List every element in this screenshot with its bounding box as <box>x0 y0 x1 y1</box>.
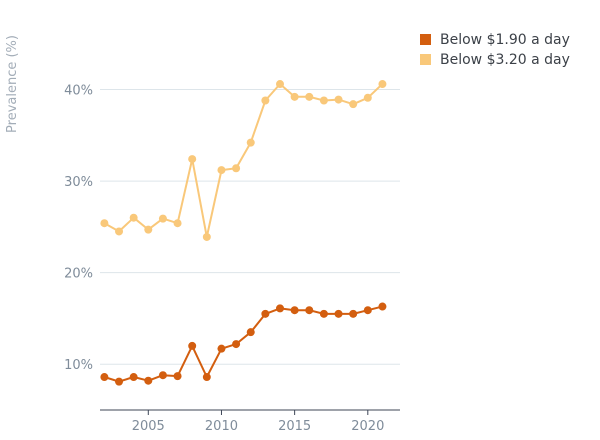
legend-swatch <box>420 54 431 65</box>
data-point[interactable] <box>290 306 299 315</box>
series-group <box>100 80 387 386</box>
data-point[interactable] <box>378 302 387 311</box>
y-tick-label: 30% <box>64 175 93 190</box>
data-point[interactable] <box>276 80 284 89</box>
series-line <box>103 83 384 238</box>
legend-swatch <box>420 34 431 45</box>
data-point[interactable] <box>188 155 197 164</box>
series-line <box>104 305 383 383</box>
x-tick-label: 2010 <box>205 419 238 434</box>
data-point[interactable] <box>100 373 109 382</box>
data-point[interactable] <box>305 92 314 101</box>
data-point[interactable] <box>363 306 372 315</box>
data-point[interactable] <box>115 227 124 236</box>
data-point[interactable] <box>246 138 255 147</box>
data-point[interactable] <box>115 377 124 386</box>
legend-label[interactable]: Below $1.90 a day <box>440 32 570 48</box>
x-tick-label: 2015 <box>278 419 311 434</box>
legend-label[interactable]: Below $3.20 a day <box>440 52 570 68</box>
data-point[interactable] <box>319 96 328 105</box>
data-point[interactable] <box>144 225 153 234</box>
y-axis-title: Prevalence (%) <box>5 35 20 133</box>
grid-lines <box>100 89 400 365</box>
tick-labels: 10% 20% 30% 40% 2005 2010 2015 2020 <box>64 84 384 434</box>
data-point[interactable] <box>202 232 211 241</box>
data-point[interactable] <box>217 344 226 353</box>
series-0 <box>100 302 387 386</box>
x-tick-label: 2005 <box>132 419 165 434</box>
data-point[interactable] <box>100 219 109 228</box>
data-point[interactable] <box>217 166 226 175</box>
data-point[interactable] <box>232 340 241 349</box>
data-point[interactable] <box>202 373 211 382</box>
data-point[interactable] <box>232 164 241 173</box>
y-tick-label: 20% <box>64 267 93 282</box>
data-point[interactable] <box>246 328 255 337</box>
data-point[interactable] <box>261 96 270 105</box>
data-point[interactable] <box>290 92 299 101</box>
data-point[interactable] <box>349 100 358 109</box>
data-point[interactable] <box>188 341 197 350</box>
data-point[interactable] <box>305 306 314 315</box>
series-1 <box>100 80 387 241</box>
x-tick-label: 2020 <box>351 419 384 434</box>
data-point[interactable] <box>319 309 328 318</box>
data-point[interactable] <box>261 309 270 318</box>
data-point[interactable] <box>129 213 138 222</box>
data-point[interactable] <box>363 93 372 102</box>
data-point[interactable] <box>129 373 138 382</box>
data-point[interactable] <box>158 371 167 380</box>
data-point[interactable] <box>334 309 343 318</box>
data-point[interactable] <box>173 219 182 228</box>
data-point[interactable] <box>334 95 343 104</box>
x-axis <box>100 409 400 415</box>
data-point[interactable] <box>158 214 167 223</box>
data-point[interactable] <box>378 80 387 89</box>
y-tick-label: 40% <box>64 84 93 99</box>
legend: Below $1.90 a day Below $3.20 a day <box>420 32 570 68</box>
data-point[interactable] <box>349 309 358 318</box>
data-point[interactable] <box>144 376 153 385</box>
y-tick-label: 10% <box>64 358 93 373</box>
data-point[interactable] <box>276 304 284 313</box>
data-point[interactable] <box>173 372 182 381</box>
